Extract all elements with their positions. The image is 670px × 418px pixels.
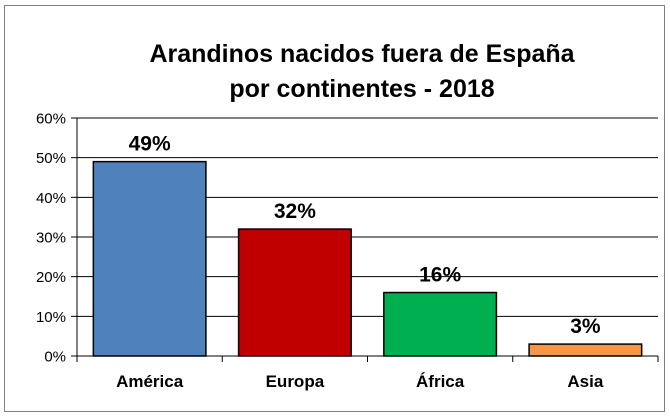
bar-américa	[92, 160, 207, 357]
y-tick-label: 60%	[36, 111, 66, 128]
bar-asia	[528, 343, 643, 357]
data-label: 49%	[129, 133, 171, 156]
y-tick-label: 0%	[44, 349, 66, 366]
data-label: 32%	[274, 200, 316, 223]
bar-áfrica	[383, 291, 498, 357]
y-tick-label: 20%	[36, 269, 66, 286]
y-tick-label: 30%	[36, 230, 66, 247]
data-label: 3%	[570, 315, 601, 338]
x-category-label: Asia	[567, 372, 603, 391]
y-tick-label: 40%	[36, 190, 66, 207]
chart-title-line-1: Arandinos nacidos fuera de España	[149, 40, 575, 68]
x-category-label: Europa	[266, 372, 325, 391]
bar-europa	[237, 228, 352, 357]
chart-title-line-2: por continentes - 2018	[229, 75, 494, 103]
x-category-label: África	[416, 372, 465, 391]
y-tick-label: 50%	[36, 150, 66, 167]
y-tick-label: 10%	[36, 309, 66, 326]
data-label: 16%	[419, 264, 461, 287]
x-category-label: América	[116, 372, 184, 391]
